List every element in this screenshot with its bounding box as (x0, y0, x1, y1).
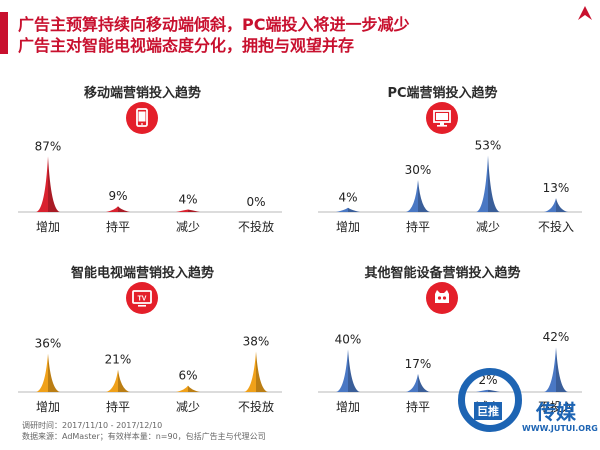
category-label: 增加 (336, 400, 360, 414)
category-label: 减少 (176, 400, 200, 414)
spike-right (348, 207, 360, 212)
chart-svg: 36% 增加 21% 持平 6% 减少 38% 不投放 (18, 334, 282, 414)
value-label: 0% (246, 195, 265, 209)
category-label: 增加 (36, 400, 60, 414)
spike-left (36, 353, 48, 392)
value-label: 53% (475, 138, 502, 152)
value-label: 17% (405, 357, 432, 371)
spike-right (418, 373, 430, 392)
spike-right (48, 353, 60, 392)
value-label: 36% (35, 337, 62, 351)
tv-icon-label: TV (138, 296, 147, 303)
value-label: 87% (35, 139, 62, 153)
spike-right (348, 349, 360, 392)
value-label: 40% (335, 332, 362, 346)
page-headline: 广告主预算持续向移动端倾斜，PC端投入将进一步减少 广告主对智能电视端态度分化，… (18, 14, 578, 56)
category-label: 减少 (176, 220, 200, 234)
category-label: 增加 (36, 220, 60, 234)
value-label: 42% (543, 330, 570, 344)
value-label: 38% (243, 334, 270, 348)
spike-right (556, 347, 568, 392)
footer-notes: 调研时间：2017/11/10 - 2017/12/10 数据来源：AdMast… (22, 420, 266, 442)
spike-left (106, 369, 118, 392)
headline-line-1: 广告主预算持续向移动端倾斜，PC端投入将进一步减少 (18, 15, 410, 34)
category-label: 不投入 (538, 219, 574, 234)
spike-left (176, 385, 188, 392)
watermark-brand: 传媒 (536, 400, 576, 424)
spike-left (336, 349, 348, 392)
category-label: 持平 (106, 219, 130, 234)
spike-left (36, 156, 48, 212)
chart-title: 移动端营销投入趋势 (83, 86, 201, 101)
value-label: 6% (178, 369, 197, 383)
value-label: 21% (105, 353, 132, 367)
headline-line-2: 广告主对智能电视端态度分化，拥抱与观望并存 (18, 36, 355, 55)
spike-left (544, 347, 556, 392)
spike-right (418, 180, 430, 212)
chart-svg: 4% 增加 30% 持平 53% 减少 13% 不投入 (318, 138, 582, 234)
watermark-url: WWW.JUTUI.ORG (522, 424, 598, 433)
category-label: 不投放 (238, 399, 274, 414)
category-label: 持平 (106, 399, 130, 414)
value-label: 30% (405, 163, 432, 177)
spike-right (256, 351, 268, 392)
spike-left (406, 373, 418, 392)
category-label: 增加 (336, 220, 360, 234)
spike-left (176, 209, 188, 212)
category-label: 持平 (406, 219, 430, 234)
spike-right (48, 156, 60, 212)
chart-svg: 87% 增加 9% 持平 4% 减少 0% 不投放 (18, 139, 282, 234)
chart-title: 其他智能设备营销投入趋势 (364, 266, 521, 281)
chart-title: 智能电视端营销投入趋势 (70, 266, 214, 281)
category-label: 减少 (476, 220, 500, 234)
spike-left (406, 180, 418, 212)
spike-right (488, 155, 500, 212)
survey-period: 调研时间：2017/11/10 - 2017/12/10 (22, 421, 163, 430)
category-label: 持平 (406, 399, 430, 414)
computer-monitor-icon (426, 102, 458, 134)
spike-right (118, 206, 130, 212)
data-source: 数据来源：AdMaster；有效样本量：n=90，包括广告主与代理公司 (22, 432, 266, 441)
value-label: 4% (178, 192, 197, 206)
value-label: 13% (543, 181, 570, 195)
smart-device-icon (426, 282, 458, 314)
spike-left (544, 198, 556, 212)
accent-bar (0, 12, 8, 54)
spike-right (188, 209, 200, 212)
mobile-phone-icon (126, 102, 158, 134)
category-label: 不投入 (538, 399, 574, 414)
value-label: 4% (338, 191, 357, 205)
watermark-ring-icon (458, 368, 522, 432)
tv-icon: TV (126, 282, 158, 314)
spike-left (336, 207, 348, 212)
chart-panel-tv: 智能电视端营销投入趋势 TV 36% 增加 21% 持平 6% 减少 38% 不投放 (0, 262, 285, 442)
spike-left (244, 351, 256, 392)
chart-title: PC端营销投入趋势 (387, 86, 498, 101)
chart-panel-mobile: 移动端营销投入趋势 87% 增加 9% 持平 4% 减少 0% 不投放 (0, 82, 285, 262)
value-label: 9% (108, 189, 127, 203)
corner-logo-icon (578, 6, 592, 20)
chart-panel-pc: PC端营销投入趋势 4% 增加 30% 持平 53% 减少 13% 不投入 (300, 82, 585, 262)
spike-right (118, 369, 130, 392)
spike-left (476, 155, 488, 212)
spike-left (106, 206, 118, 212)
category-label: 不投放 (238, 219, 274, 234)
spike-right (188, 385, 200, 392)
watermark-tag: 巨推 (474, 402, 502, 420)
spike-right (556, 198, 568, 212)
watermark: 巨推 传媒 WWW.JUTUI.ORG (458, 368, 598, 448)
